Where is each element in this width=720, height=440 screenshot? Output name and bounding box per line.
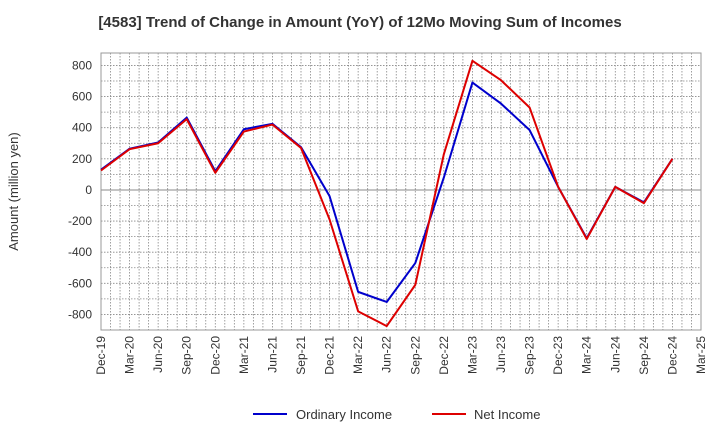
- x-tick-label: Jun-21: [265, 336, 279, 373]
- grid-lines: [101, 53, 701, 331]
- x-tick-label: Sep-22: [408, 336, 422, 375]
- x-tick-label: Mar-21: [237, 336, 251, 374]
- x-tick-label: Dec-19: [94, 336, 108, 375]
- series-lines: [100, 59, 674, 328]
- x-tick-label: Mar-20: [123, 336, 137, 374]
- x-tick-label: Mar-25: [694, 336, 708, 374]
- y-axis-title: Amount (million yen): [6, 132, 21, 251]
- ordinary-income-legend-label: Ordinary Income: [296, 407, 392, 422]
- x-tick-label: Dec-21: [323, 336, 337, 375]
- x-tick-label: Sep-23: [523, 336, 537, 375]
- x-tick-label: Jun-23: [494, 336, 508, 373]
- plot-frame: [100, 52, 702, 331]
- net-income-line: [100, 59, 674, 328]
- x-tick-label: Dec-24: [665, 336, 679, 375]
- plot-border: [100, 52, 702, 331]
- x-tick-label: Jun-22: [380, 336, 394, 373]
- x-tick-label: Mar-23: [465, 336, 479, 374]
- x-tick-label: Jun-20: [151, 336, 165, 373]
- y-tick-label: -600: [68, 276, 92, 290]
- x-tick-label: Jun-24: [608, 336, 622, 373]
- y-tick-label: -800: [68, 307, 92, 321]
- y-tick-label: 0: [85, 183, 92, 197]
- x-tick-label: Sep-24: [637, 336, 651, 375]
- y-tick-label: -400: [68, 245, 92, 259]
- legend: Ordinary Income Net Income: [253, 407, 540, 422]
- y-axis-ticks: -800 -600 -400 -200 0 200 400 600 800: [68, 58, 92, 321]
- y-tick-label: 600: [72, 90, 92, 104]
- x-tick-label: Mar-22: [351, 336, 365, 374]
- y-tick-label: 800: [72, 58, 92, 72]
- y-tick-label: 200: [72, 152, 92, 166]
- net-income-legend-label: Net Income: [474, 407, 540, 422]
- y-tick-label: -200: [68, 214, 92, 228]
- x-tick-label: Dec-20: [208, 336, 222, 375]
- x-tick-label: Dec-23: [551, 336, 565, 375]
- x-tick-label: Sep-21: [294, 336, 308, 375]
- x-axis-ticks: Dec-19 Mar-20 Jun-20 Sep-20 Dec-20 Mar-21 Jun-…: [94, 336, 708, 375]
- x-tick-label: Sep-20: [180, 336, 194, 375]
- y-tick-label: 400: [72, 121, 92, 135]
- chart-title: [4583] Trend of Change in Amount (YoY) o…: [98, 14, 622, 31]
- x-tick-label: Dec-22: [437, 336, 451, 375]
- x-tick-label: Mar-24: [580, 336, 594, 374]
